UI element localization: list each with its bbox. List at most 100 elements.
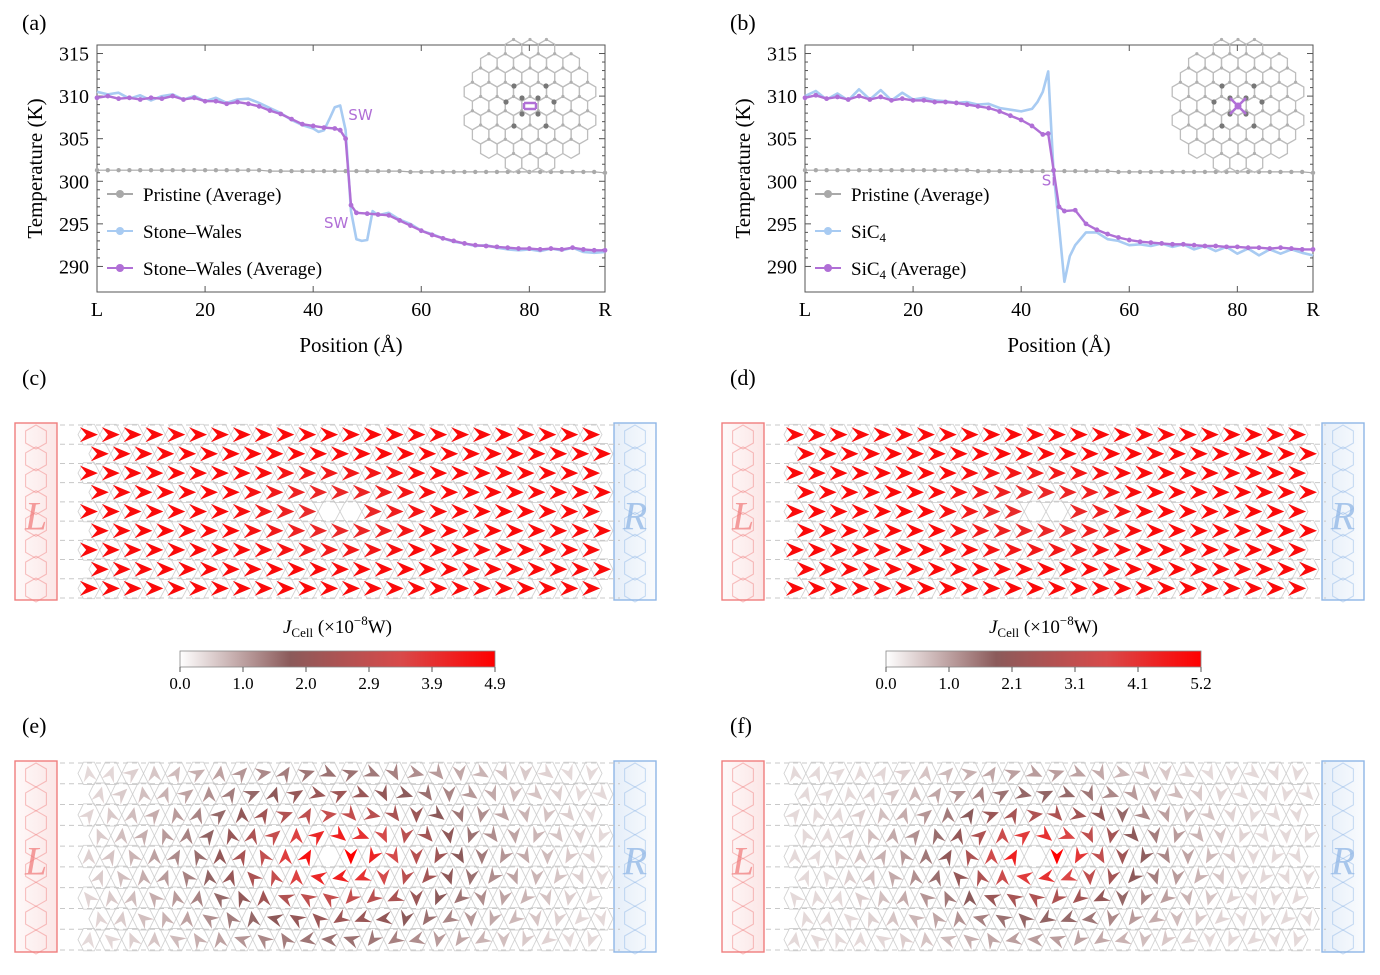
lattice-cell <box>317 844 341 869</box>
lattice-cell <box>1012 865 1036 889</box>
current-arrow <box>1058 484 1077 500</box>
lead-left-hex <box>25 468 47 494</box>
data-point <box>867 97 873 102</box>
lattice-cell <box>284 481 308 504</box>
current-arrow <box>1069 542 1088 558</box>
data-point <box>386 212 392 218</box>
current-arrow <box>289 869 304 886</box>
current-arrow <box>1222 427 1241 443</box>
lattice-cell <box>914 761 938 785</box>
lattice-cell <box>328 519 352 542</box>
current-arrow <box>1115 848 1130 865</box>
data-point <box>1116 169 1121 175</box>
lattice-cell <box>1220 539 1244 561</box>
current-arrow <box>1233 523 1252 539</box>
data-point <box>1310 170 1316 175</box>
current-arrow <box>1051 887 1068 904</box>
current-arrow <box>944 890 958 909</box>
lattice-cell <box>838 907 861 931</box>
lead-left-hex <box>25 533 47 559</box>
current-arrow <box>895 465 914 481</box>
lattice-cell <box>153 519 177 542</box>
lattice-cell <box>503 481 527 504</box>
x-tick-label: 40 <box>303 299 323 321</box>
lattice-atom <box>569 80 573 84</box>
lattice-cell <box>110 481 134 504</box>
lattice-cell <box>339 761 363 785</box>
lattice-cell <box>426 462 450 484</box>
current-arrow <box>505 867 518 885</box>
lattice-cell <box>110 782 134 806</box>
current-arrow <box>363 542 382 558</box>
current-arrow <box>1222 580 1241 596</box>
current-arrow <box>200 484 218 500</box>
lattice-cell <box>1056 558 1080 580</box>
current-arrow <box>884 484 903 500</box>
lattice-cell <box>1121 443 1145 465</box>
current-arrow <box>200 446 218 462</box>
lattice-cell <box>1296 865 1320 889</box>
current-arrow <box>1288 503 1307 520</box>
lattice-cell <box>503 865 527 889</box>
lattice-cell <box>979 577 1003 600</box>
lattice-atom <box>536 137 540 141</box>
data-point <box>1170 169 1175 175</box>
current-arrow <box>81 931 95 949</box>
current-arrow <box>851 542 870 558</box>
current-arrow <box>329 825 347 841</box>
data-point <box>526 246 532 251</box>
lattice-cell <box>1241 928 1265 952</box>
lattice-cell <box>557 423 581 446</box>
lattice-cell <box>1209 824 1233 848</box>
lattice-cell <box>284 824 308 848</box>
lead-right-label: R <box>1330 494 1355 539</box>
lead-right-hex <box>1332 511 1354 538</box>
current-arrow <box>221 446 240 462</box>
current-arrow <box>1135 503 1154 520</box>
current-arrow <box>1233 561 1252 577</box>
data-point <box>570 169 575 175</box>
current-arrow <box>1069 806 1087 820</box>
current-arrow <box>1123 783 1138 801</box>
current-arrow <box>1292 887 1308 905</box>
current-arrow <box>90 446 109 462</box>
current-arrow <box>202 914 220 929</box>
lattice-atom <box>561 94 565 99</box>
lattice-cell <box>88 481 112 504</box>
current-arrow <box>341 465 360 481</box>
current-arrow <box>265 523 284 539</box>
lattice-cell <box>273 928 297 952</box>
current-arrow <box>138 786 152 804</box>
lattice-cell <box>827 423 851 446</box>
current-arrow <box>818 523 837 539</box>
lattice-cell <box>481 907 505 931</box>
defect-atom <box>519 111 525 117</box>
current-arrow <box>1069 503 1088 520</box>
lattice-cell <box>492 500 516 523</box>
current-arrow <box>984 848 999 865</box>
lattice-cell <box>958 844 982 869</box>
current-arrow <box>79 427 98 443</box>
lattice-cell <box>1110 423 1134 446</box>
lattice-cell <box>459 907 483 931</box>
current-arrow <box>812 807 826 825</box>
current-arrow <box>828 768 845 784</box>
lattice-cell <box>525 782 548 806</box>
lattice-cell <box>870 423 894 446</box>
current-arrow <box>1157 503 1176 520</box>
current-arrow <box>927 561 946 577</box>
current-arrow <box>1050 848 1064 865</box>
lattice-cell <box>306 865 330 889</box>
lattice-cell <box>1285 462 1309 484</box>
lattice-cell <box>1023 500 1047 523</box>
legend-marker <box>116 190 124 198</box>
current-arrow <box>1232 783 1249 800</box>
current-arrow <box>156 446 175 462</box>
current-arrow <box>1157 542 1176 558</box>
lattice-cell <box>361 577 385 600</box>
current-arrow <box>309 561 328 577</box>
lattice-cell <box>252 423 276 446</box>
lattice-cell <box>590 443 614 465</box>
current-arrow <box>1244 427 1263 443</box>
